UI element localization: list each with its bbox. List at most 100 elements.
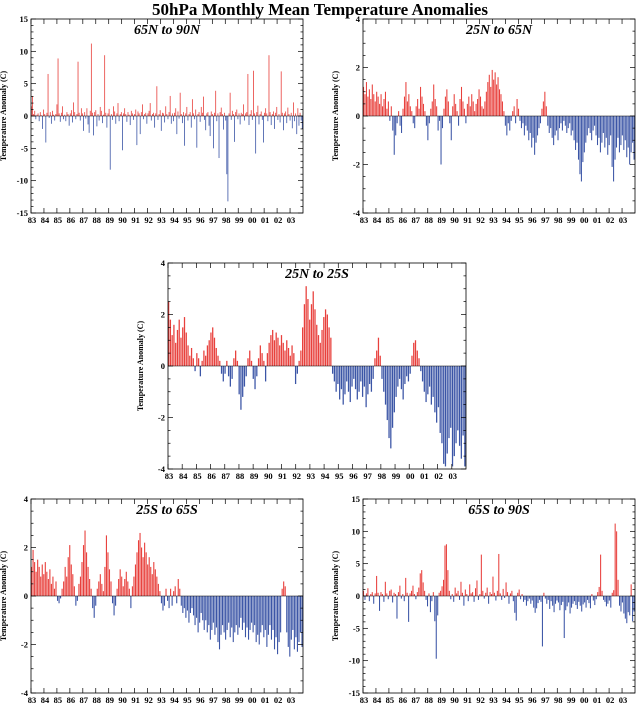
bar: [491, 594, 493, 596]
bar: [406, 101, 408, 116]
bar: [64, 566, 66, 596]
bar: [189, 596, 192, 613]
bar: [265, 108, 267, 116]
bar: [513, 106, 515, 116]
bar: [330, 337, 332, 366]
bar: [466, 594, 468, 596]
bar: [454, 587, 456, 596]
bar: [601, 116, 603, 143]
bar: [629, 116, 631, 165]
bar: [76, 114, 78, 116]
bar: [632, 116, 634, 143]
x-tick-label: 89: [437, 215, 446, 225]
bar: [167, 116, 169, 120]
bar: [579, 596, 581, 606]
bar: [46, 571, 48, 596]
bar: [358, 366, 360, 392]
y-tick-label: -5: [353, 623, 360, 633]
bar: [456, 593, 458, 596]
bar: [251, 596, 253, 623]
bar: [411, 111, 413, 116]
bar: [416, 592, 418, 596]
bar: [617, 579, 619, 596]
x-tick-label: 86: [399, 215, 408, 225]
x-tick-label: 03: [449, 471, 458, 481]
bar: [64, 114, 66, 116]
bars: [31, 43, 303, 202]
bar: [231, 110, 233, 116]
bar: [243, 366, 246, 387]
bar: [48, 116, 50, 118]
bar: [42, 116, 43, 129]
bar: [141, 547, 143, 596]
bar: [436, 366, 438, 423]
bar: [600, 554, 602, 596]
bar: [219, 360, 221, 366]
bar: [299, 596, 302, 633]
x-tick-label: 84: [41, 215, 50, 225]
bar: [502, 588, 504, 596]
bar: [38, 566, 40, 596]
bar: [441, 116, 444, 129]
bar: [57, 58, 59, 116]
bar: [34, 110, 36, 116]
bar: [73, 586, 75, 596]
bar: [456, 111, 458, 116]
bar: [158, 114, 160, 116]
bar: [277, 596, 279, 655]
bar: [136, 552, 138, 596]
x-tick-label: 99: [392, 471, 401, 481]
bar: [252, 366, 254, 379]
bar: [183, 112, 184, 116]
bar: [190, 116, 192, 128]
bar: [301, 596, 303, 647]
bar: [254, 596, 256, 626]
bar: [356, 366, 358, 400]
bar: [399, 585, 401, 596]
bar: [482, 590, 484, 596]
bar: [37, 559, 39, 597]
bar: [367, 588, 369, 596]
bar: [486, 587, 488, 596]
bar: [577, 116, 580, 160]
x-tick-label: 92: [144, 695, 153, 705]
bar: [573, 596, 575, 602]
bar: [549, 596, 551, 609]
bar: [409, 106, 411, 116]
bar: [459, 596, 461, 600]
bar: [477, 99, 479, 116]
y-axis-label: Temperature Anomaly (C): [0, 71, 8, 162]
x-tick-label: 93: [157, 695, 166, 705]
bar: [551, 116, 553, 138]
bar: [490, 86, 492, 116]
bar: [284, 350, 286, 366]
bar: [58, 113, 60, 116]
bar: [213, 337, 216, 366]
bar: [363, 86, 365, 116]
x-tick-label: 90: [450, 215, 459, 225]
bar: [293, 102, 294, 116]
bar: [534, 596, 536, 613]
bar: [286, 116, 288, 124]
x-tick-label: 92: [476, 215, 485, 225]
bar: [45, 116, 47, 143]
bar: [197, 596, 199, 633]
bar: [387, 596, 389, 600]
bar: [303, 304, 306, 366]
bar: [257, 596, 259, 635]
bar: [595, 116, 597, 136]
bar: [162, 596, 164, 611]
bar: [570, 116, 572, 136]
bar: [275, 332, 277, 366]
bar: [284, 113, 285, 116]
bar: [147, 564, 149, 596]
x-tick-label: 91: [131, 695, 140, 705]
bar: [247, 358, 249, 366]
bar: [270, 116, 272, 126]
bar: [235, 596, 237, 626]
bar: [67, 114, 69, 116]
bar: [300, 116, 302, 121]
y-tick-label: 15: [352, 494, 361, 504]
